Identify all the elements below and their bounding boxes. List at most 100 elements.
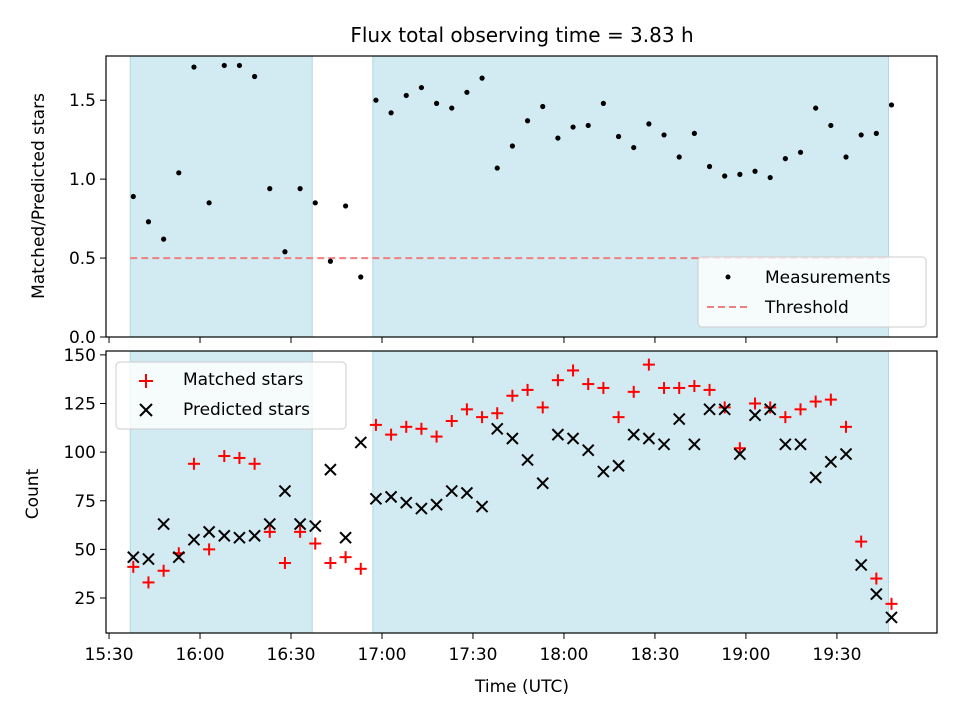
matched-star-point bbox=[840, 420, 853, 433]
matched-star-point bbox=[278, 556, 291, 569]
matched-star-point bbox=[142, 576, 155, 589]
predicted-star-point bbox=[187, 533, 201, 546]
legend-predicted-label: Predicted stars bbox=[183, 400, 310, 420]
top-y-tick-label: 1.0 bbox=[69, 170, 96, 190]
bottom-y-tick-label: 50 bbox=[74, 540, 96, 560]
predicted-star-point bbox=[733, 447, 747, 461]
matched-star-point bbox=[294, 525, 307, 538]
measurement-point bbox=[312, 200, 318, 206]
measurement-point bbox=[191, 64, 197, 70]
predicted-star-point bbox=[779, 438, 792, 451]
matched-star-point bbox=[491, 407, 504, 420]
bottom-shaded-interval-1 bbox=[372, 351, 889, 633]
matched-star-point bbox=[354, 562, 367, 575]
measurement-point bbox=[403, 92, 409, 99]
predicted-star-point bbox=[369, 492, 383, 506]
predicted-star-point bbox=[202, 525, 216, 539]
matched-star-point bbox=[567, 364, 580, 377]
predicted-star-point bbox=[748, 408, 762, 422]
bottom-panel: 25 50 75 100 125 150 15:30 16:00 16:30 17:00 17:3… bbox=[23, 346, 938, 697]
predicted-star-point bbox=[324, 463, 337, 476]
predicted-star-point bbox=[627, 428, 640, 441]
predicted-star-point bbox=[460, 486, 474, 500]
matched-star-point bbox=[794, 403, 807, 416]
measurement-point bbox=[615, 133, 622, 140]
predicted-star-point bbox=[475, 500, 489, 513]
legend-predicted-marker bbox=[139, 403, 153, 417]
matched-star-point bbox=[718, 401, 731, 414]
measurement-point bbox=[297, 186, 303, 192]
predicted-star-point bbox=[642, 432, 656, 445]
predicted-stars-series bbox=[127, 403, 898, 624]
x-tick-label: 18:00 bbox=[539, 645, 588, 665]
matched-star-point bbox=[703, 383, 716, 396]
bottom-x-axis: 15:30 16:00 16:30 17:00 17:30 18:00 18:30 19:00… bbox=[85, 633, 861, 665]
matched-star-point bbox=[506, 389, 519, 402]
predicted-star-point bbox=[854, 558, 868, 572]
measurement-point bbox=[433, 100, 440, 106]
measurement-point bbox=[524, 118, 531, 124]
matched-star-point bbox=[870, 572, 883, 585]
top-y-axis-label: Matched/Predicted stars bbox=[29, 93, 49, 299]
measurement-point bbox=[221, 62, 227, 69]
measurement-point bbox=[252, 73, 258, 80]
measurement-point bbox=[858, 132, 864, 138]
matched-star-point bbox=[476, 411, 489, 424]
measurement-point bbox=[691, 130, 697, 136]
measurement-point bbox=[676, 154, 682, 160]
measurement-point bbox=[479, 75, 485, 81]
bottom-y-tick-label: 75 bbox=[74, 492, 96, 512]
legend-measurements-label: Measurements bbox=[765, 268, 891, 288]
bottom-y-axis: 25 50 75 100 125 150 bbox=[64, 346, 106, 609]
top-y-tick-label: 0.5 bbox=[69, 249, 96, 269]
bottom-y-tick-label: 25 bbox=[74, 589, 96, 609]
predicted-star-point bbox=[278, 484, 292, 498]
x-tick-label: 17:00 bbox=[357, 645, 406, 665]
matched-star-point bbox=[400, 420, 413, 433]
matched-star-point bbox=[309, 537, 322, 550]
measurement-point bbox=[282, 249, 288, 255]
predicted-star-point bbox=[703, 403, 716, 416]
top-panel: 0.0 0.5 1.0 1.5 Matched/Predicted stars Mea… bbox=[29, 55, 938, 348]
matched-star-point bbox=[658, 381, 671, 394]
matched-star-point bbox=[627, 385, 640, 398]
predicted-star-point bbox=[536, 477, 549, 490]
measurement-point bbox=[449, 105, 455, 111]
legend-matched-label: Matched stars bbox=[183, 370, 303, 390]
measurement-point bbox=[661, 132, 667, 138]
predicted-star-point bbox=[339, 531, 352, 544]
matched-star-point bbox=[582, 378, 595, 391]
predicted-star-point bbox=[233, 531, 246, 544]
predicted-star-point bbox=[127, 550, 140, 564]
measurement-point bbox=[161, 236, 167, 242]
predicted-star-point bbox=[597, 465, 610, 478]
measurement-point bbox=[722, 173, 728, 179]
top-plot-frame bbox=[105, 55, 938, 338]
measurement-point bbox=[130, 193, 136, 200]
predicted-star-point bbox=[657, 438, 671, 451]
predicted-star-point bbox=[445, 484, 458, 498]
top-y-axis: 0.0 0.5 1.0 1.5 bbox=[69, 91, 106, 348]
bottom-legend: Matched stars Predicted stars bbox=[115, 361, 347, 430]
predicted-star-point bbox=[430, 498, 443, 511]
measurement-point bbox=[418, 84, 425, 91]
matched-star-point bbox=[536, 401, 549, 414]
measurement-point bbox=[267, 186, 273, 192]
measurement-point bbox=[464, 89, 470, 95]
matched-star-point bbox=[218, 450, 231, 463]
predicted-star-point bbox=[582, 443, 595, 457]
matched-star-point bbox=[733, 442, 746, 455]
predicted-star-point bbox=[263, 517, 276, 531]
predicted-star-point bbox=[172, 550, 185, 564]
matched-star-point bbox=[430, 430, 443, 443]
matched-star-point bbox=[203, 543, 216, 556]
predicted-star-point bbox=[718, 403, 731, 416]
measurement-point bbox=[600, 100, 606, 106]
predicted-star-point bbox=[551, 428, 565, 441]
measurement-point bbox=[145, 219, 152, 225]
predicted-star-point bbox=[824, 455, 838, 469]
matched-star-point bbox=[263, 525, 276, 538]
matched-star-point bbox=[885, 597, 898, 610]
predicted-star-point bbox=[384, 490, 398, 504]
predicted-star-point bbox=[673, 412, 686, 426]
